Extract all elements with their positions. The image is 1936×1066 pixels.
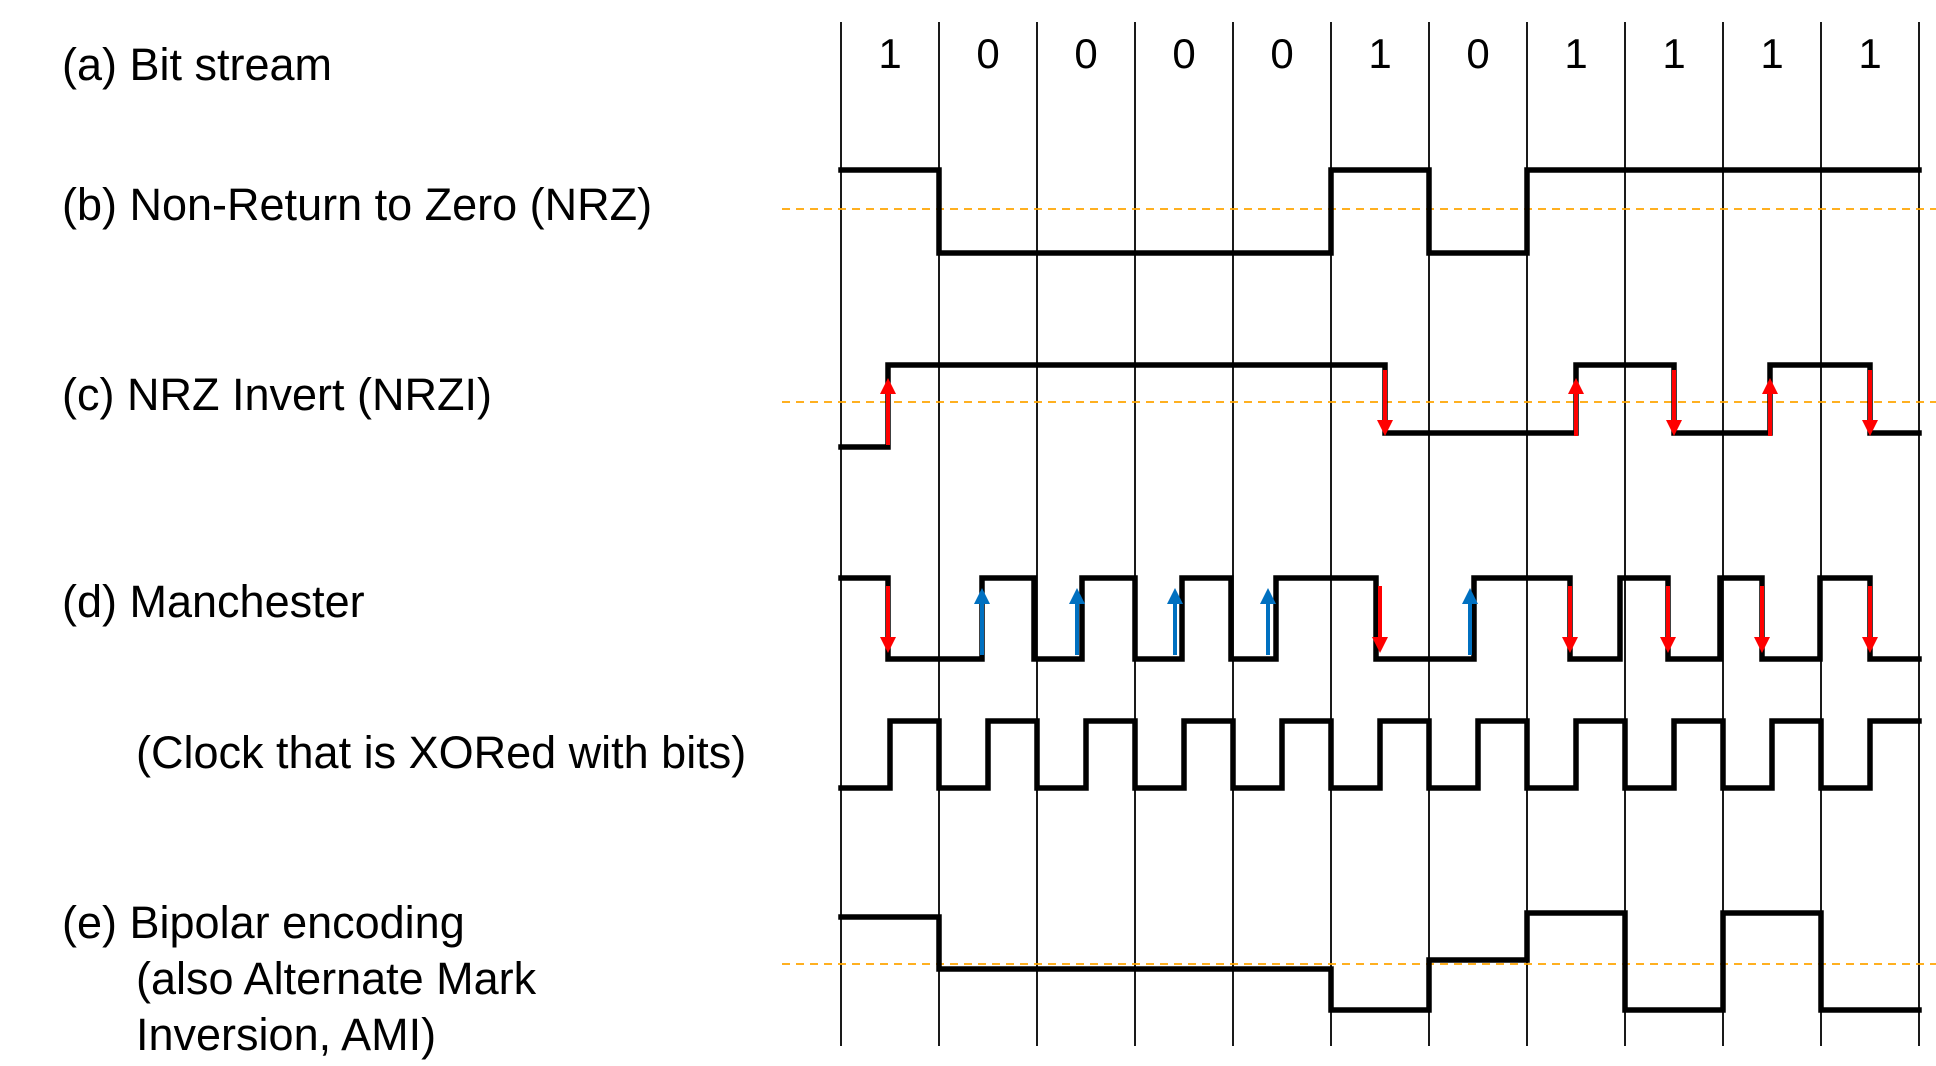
bit-value: 0: [1074, 30, 1097, 77]
nrzi-label: (c) NRZ Invert (NRZI): [62, 369, 492, 420]
bipolar-label-line2: (also Alternate Mark: [136, 953, 537, 1004]
bit-value: 1: [1564, 30, 1587, 77]
bipolar-waveform: [838, 910, 1922, 1013]
nrzi-transition-arrows: [880, 370, 1878, 445]
clock-waveform: [838, 718, 1922, 791]
bit-value: 0: [1270, 30, 1293, 77]
clock-label: (Clock that is XORed with bits): [136, 727, 746, 778]
bipolar-label-line3: Inversion, AMI): [136, 1009, 436, 1060]
nrzi-waveform: [838, 362, 1922, 450]
manchester-label: (d) Manchester: [62, 576, 365, 627]
bit-value: 1: [1662, 30, 1685, 77]
bit-value: 1: [1858, 30, 1881, 77]
nrz-label: (b) Non-Return to Zero (NRZ): [62, 179, 652, 230]
manchester-transition-arrows: [880, 586, 1878, 655]
bipolar-label-line1: (e) Bipolar encoding: [62, 897, 465, 948]
bit-value: 1: [878, 30, 901, 77]
bit-value: 0: [1172, 30, 1195, 77]
bit-stream-label: (a) Bit stream: [62, 39, 332, 90]
nrz-waveform: [838, 167, 1922, 256]
bit-value: 1: [1368, 30, 1391, 77]
bit-value: 0: [1466, 30, 1489, 77]
bit-value: 0: [976, 30, 999, 77]
bit-value: 1: [1760, 30, 1783, 77]
bit-values: 1 0 0 0 0 1 0 1 1 1 1: [878, 30, 1881, 77]
bit-dividers: [840, 22, 1920, 1046]
